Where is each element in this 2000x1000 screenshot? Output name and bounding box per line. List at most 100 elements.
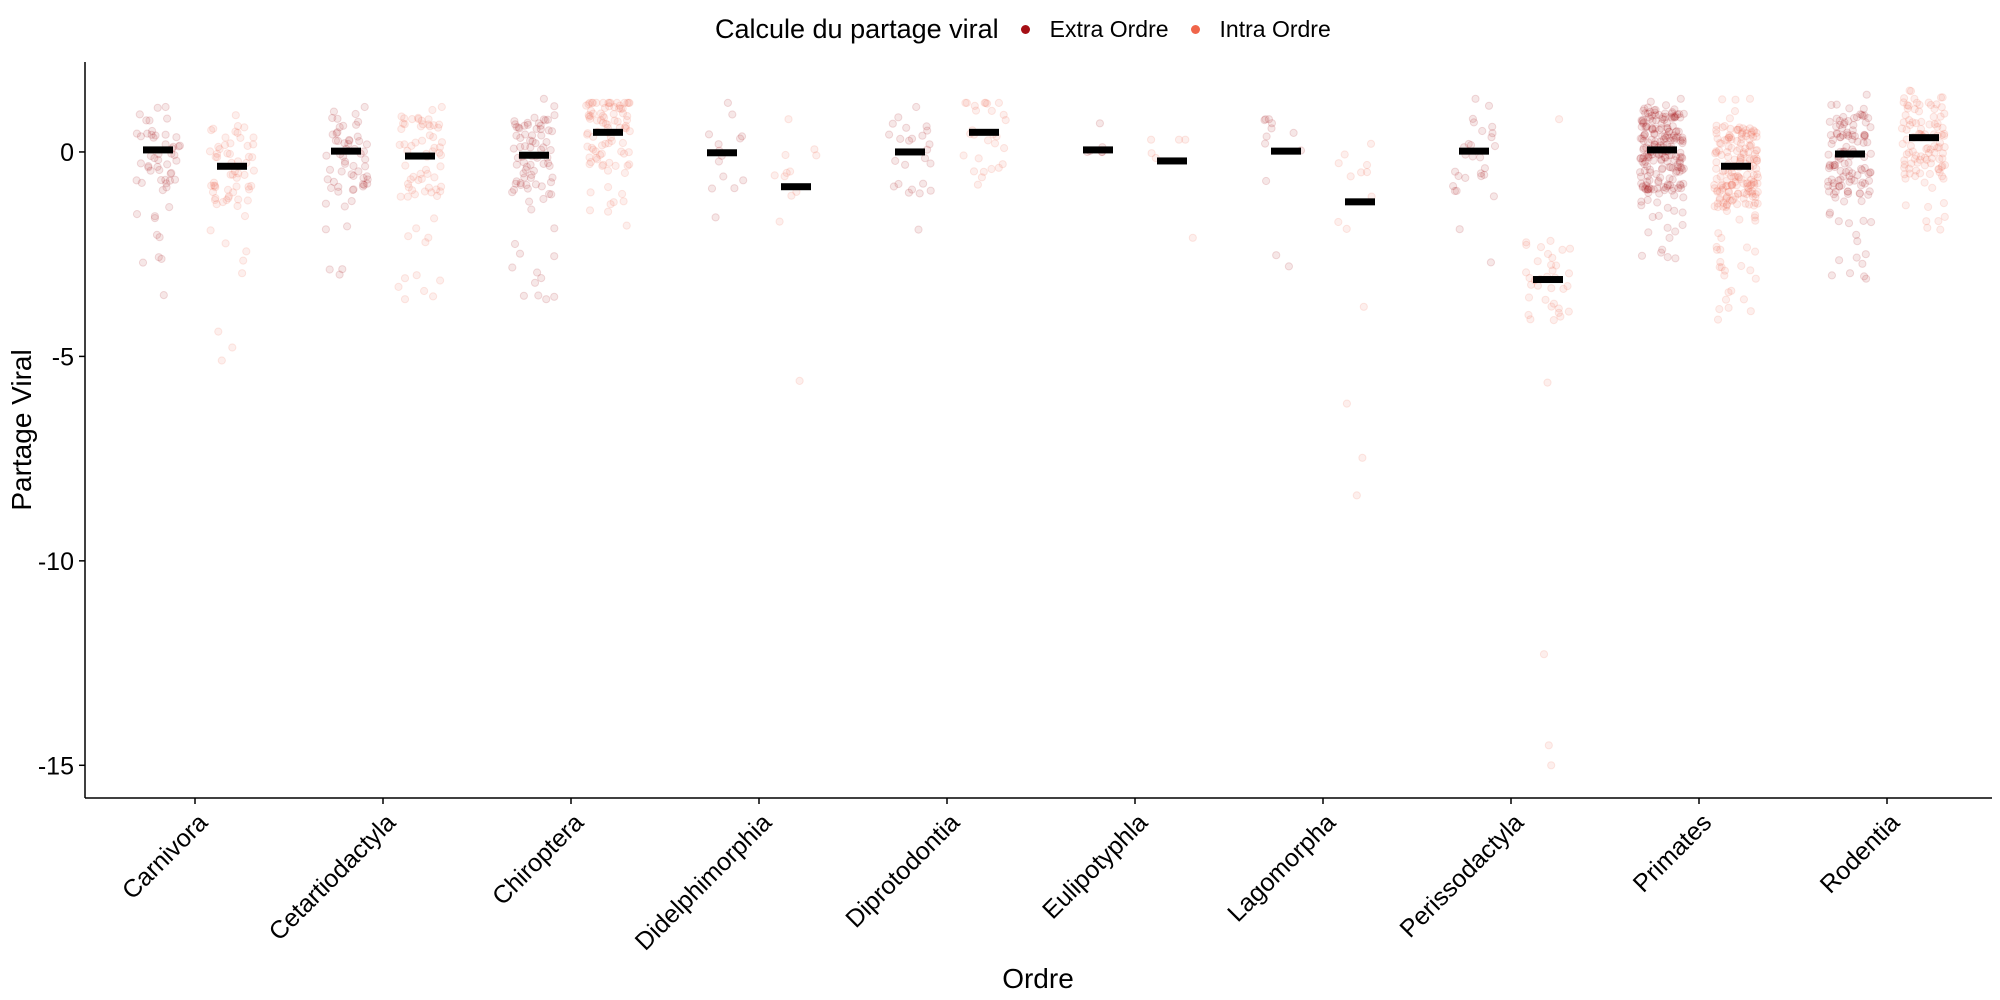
data-point-extra-ordre	[1272, 251, 1281, 260]
data-point-extra-ordre	[723, 98, 733, 108]
data-point-extra-ordre	[894, 179, 903, 189]
data-point-intra-ordre	[412, 224, 421, 233]
data-point-intra-ordre	[395, 140, 404, 149]
data-point-intra-ordre	[1939, 174, 1948, 183]
data-point-intra-ordre	[974, 154, 983, 163]
mean-marker-intra-ordre-diprotodontia	[969, 128, 999, 136]
data-point-intra-ordre	[1728, 181, 1737, 190]
data-point-extra-ordre	[1639, 136, 1648, 145]
x-tick-label: Didelphimorphia	[630, 808, 778, 956]
data-point-extra-ordre	[1826, 131, 1836, 140]
data-point-intra-ordre	[1711, 149, 1720, 158]
data-point-intra-ordre	[1907, 159, 1916, 168]
data-point-intra-ordre	[1730, 173, 1739, 182]
data-point-extra-ordre	[349, 161, 358, 171]
data-point-extra-ordre	[1827, 100, 1836, 110]
data-point-extra-ordre	[1643, 177, 1652, 186]
data-point-intra-ordre	[597, 141, 607, 150]
data-point-intra-ordre	[1906, 87, 1916, 96]
data-point-intra-ordre	[1739, 189, 1749, 198]
data-point-intra-ordre	[1359, 302, 1368, 311]
data-point-intra-ordre	[1541, 295, 1550, 304]
data-point-intra-ordre	[1549, 316, 1558, 325]
data-point-intra-ordre	[585, 160, 594, 169]
data-point-intra-ordre	[432, 185, 441, 194]
data-point-intra-ordre	[601, 139, 610, 148]
data-point-intra-ordre	[429, 292, 438, 301]
data-point-extra-ordre	[516, 179, 525, 188]
data-point-extra-ordre	[1671, 254, 1680, 263]
data-point-intra-ordre	[1905, 86, 1914, 95]
mean-marker-extra-ordre-eulipotyphla	[1083, 146, 1113, 154]
data-point-intra-ordre	[1718, 185, 1727, 194]
data-point-intra-ordre	[1715, 146, 1724, 155]
data-point-extra-ordre	[161, 130, 170, 139]
data-point-intra-ordre	[624, 148, 633, 157]
data-point-extra-ordre	[1480, 164, 1490, 173]
data-point-extra-ordre	[1864, 176, 1874, 185]
data-point-intra-ordre	[1559, 284, 1568, 293]
data-point-intra-ordre	[399, 119, 408, 128]
data-point-extra-ordre	[170, 175, 180, 184]
y-tick-label: -15	[38, 752, 74, 780]
data-point-intra-ordre	[583, 142, 592, 151]
data-point-intra-ordre	[409, 172, 418, 181]
data-point-intra-ordre	[1927, 154, 1937, 163]
data-point-intra-ordre	[1899, 98, 1908, 107]
data-point-extra-ordre	[1657, 165, 1667, 174]
data-point-extra-ordre	[1646, 114, 1655, 123]
mean-marker-intra-ordre-lagomorpha	[1345, 198, 1375, 206]
data-point-intra-ordre	[596, 150, 605, 159]
data-point-extra-ordre	[1642, 122, 1651, 131]
data-point-extra-ordre	[512, 131, 521, 140]
data-point-extra-ordre	[926, 159, 935, 168]
data-point-intra-ordre	[1722, 194, 1731, 203]
data-point-intra-ordre	[587, 143, 597, 152]
data-point-intra-ordre	[616, 104, 626, 114]
data-point-intra-ordre	[1721, 295, 1731, 304]
data-point-extra-ordre	[136, 132, 145, 141]
x-tick-label: Cetartiodactyla	[264, 808, 402, 946]
data-point-extra-ordre	[132, 210, 142, 219]
data-point-intra-ordre	[994, 98, 1004, 108]
data-point-intra-ordre	[1543, 249, 1553, 259]
data-point-intra-ordre	[1752, 132, 1761, 141]
data-point-extra-ordre	[1261, 139, 1270, 148]
data-point-intra-ordre	[240, 170, 249, 179]
data-point-extra-ordre	[896, 134, 905, 143]
data-point-extra-ordre	[519, 158, 529, 167]
data-point-extra-ordre	[730, 184, 739, 193]
data-point-extra-ordre	[154, 253, 163, 262]
data-point-extra-ordre	[1653, 198, 1662, 207]
data-point-intra-ordre	[1745, 135, 1754, 144]
data-point-extra-ordre	[1660, 153, 1669, 162]
data-point-intra-ordre	[1346, 172, 1355, 181]
data-point-extra-ordre	[1662, 119, 1672, 128]
data-point-extra-ordre	[166, 169, 175, 178]
data-point-intra-ordre	[1904, 148, 1914, 157]
data-point-intra-ordre	[1718, 183, 1728, 192]
data-point-extra-ordre	[351, 109, 360, 119]
data-point-extra-ordre	[153, 162, 162, 171]
data-point-extra-ordre	[1642, 181, 1651, 190]
data-point-intra-ordre	[598, 111, 608, 121]
data-point-extra-ordre	[905, 136, 914, 145]
data-point-extra-ordre	[1829, 190, 1839, 199]
data-point-extra-ordre	[1679, 193, 1688, 202]
data-point-extra-ordre	[1678, 166, 1687, 175]
data-point-extra-ordre	[1847, 175, 1856, 184]
data-point-extra-ordre	[340, 157, 350, 166]
data-point-intra-ordre	[1742, 243, 1752, 252]
legend-item-extra-ordre: Extra Ordre	[1020, 16, 1169, 43]
data-point-extra-ordre	[172, 156, 181, 165]
data-point-extra-ordre	[1824, 181, 1833, 191]
data-point-extra-ordre	[889, 182, 899, 191]
data-point-extra-ordre	[1678, 133, 1687, 142]
data-point-intra-ordre	[416, 122, 425, 131]
data-point-intra-ordre	[786, 167, 795, 176]
data-point-intra-ordre	[1724, 187, 1733, 196]
data-point-intra-ordre	[243, 141, 252, 150]
data-point-intra-ordre	[1544, 741, 1553, 750]
data-point-extra-ordre	[333, 128, 342, 137]
